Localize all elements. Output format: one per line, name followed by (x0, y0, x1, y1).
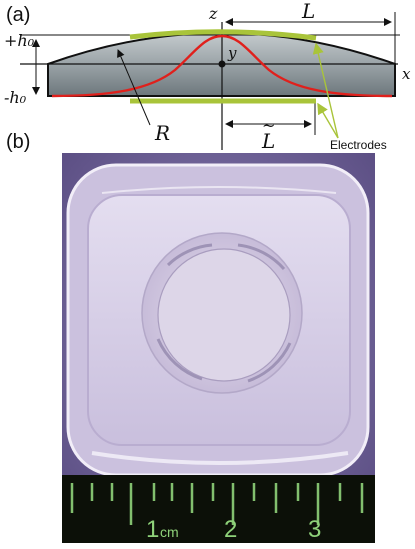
dish-rim-highlight (101, 186, 337, 194)
Ltilde-label: L (261, 129, 275, 150)
origin-point (218, 60, 226, 68)
electrode-pointer-bottom (317, 102, 339, 139)
dish-highlight (91, 451, 349, 465)
electrode-arc-top-right (237, 243, 286, 271)
top-electrode (129, 29, 317, 41)
ruler-number-2: 2 (224, 516, 237, 543)
z-axis-label: z (208, 4, 218, 23)
electrode-arc-bottom-left (156, 338, 203, 381)
R-radius-arrow (117, 49, 151, 126)
L-label: L (301, 0, 315, 23)
plus-h0-label: +h₀ (4, 31, 35, 50)
device-photo-drawing: 1 cm 2 3 (62, 153, 375, 543)
ruler-unit: cm (160, 524, 179, 540)
Ltilde-tilde: ~ (262, 116, 275, 135)
ruler-number-3: 3 (308, 516, 321, 543)
electrode-arc-bottom-right (247, 342, 292, 383)
profile-curve (51, 34, 393, 98)
electrode-pointer-top (312, 42, 339, 139)
panel-b-label: (b) (6, 131, 31, 153)
electrodes-label: Electrodes (330, 138, 387, 150)
minus-h0-label: -h₀ (4, 88, 27, 107)
x-axis-label: x (402, 65, 411, 83)
R-label: R (154, 121, 170, 145)
lens-active-area (157, 248, 291, 382)
panel-a-label: (a) (6, 4, 31, 26)
device-photo: 1 cm 2 3 (62, 153, 375, 543)
ruler-ticks (70, 483, 364, 525)
ruler-tape (62, 475, 375, 543)
ruler-number-1: 1 (146, 516, 159, 543)
lens-schematic: z y x +h₀ -h₀ L L ~ R Electrodes (4, 0, 411, 150)
y-axis-label: y (227, 44, 237, 62)
electrode-arc-top-left (166, 243, 213, 267)
